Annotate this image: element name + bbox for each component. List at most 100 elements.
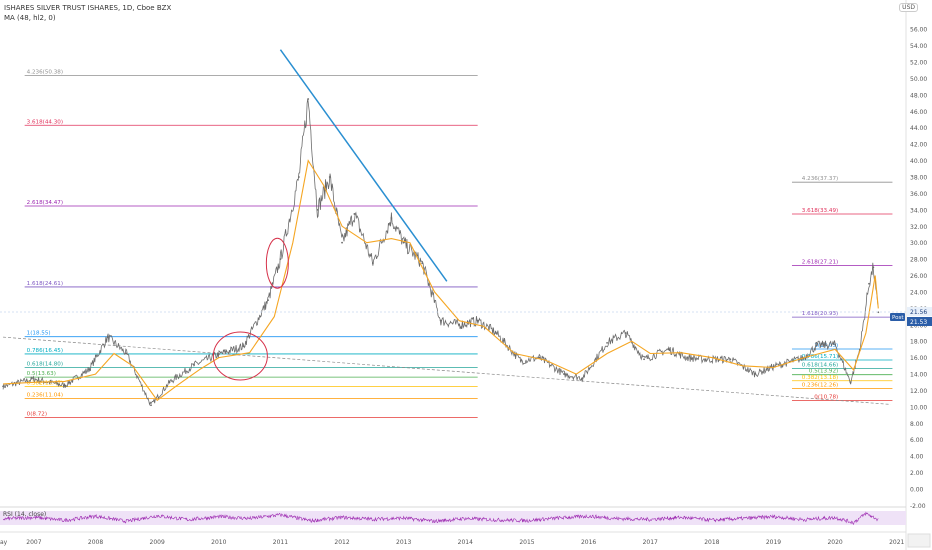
price-point — [328, 176, 331, 178]
price-point — [371, 262, 374, 265]
price-line — [2, 98, 879, 406]
price-point — [125, 352, 128, 355]
x-tick-label: 2013 — [396, 539, 411, 546]
y-tick-label: 4.00 — [910, 454, 924, 461]
y-tick-label: 34.00 — [910, 207, 927, 214]
price-point — [193, 364, 196, 366]
y-tick-label: 48.00 — [910, 92, 927, 99]
price-point — [217, 353, 220, 356]
y-tick-label: -2.00 — [910, 503, 926, 510]
x-tick-label: 2008 — [88, 539, 103, 546]
fib-level-label: 1.618(24.61) — [27, 281, 63, 287]
post-badge-label: Post — [892, 315, 904, 321]
price-point — [495, 332, 498, 334]
fib-level-label: 0.786(16.45) — [27, 348, 63, 354]
fib-level-label: 0.5(13.92) — [809, 369, 838, 375]
price-point — [538, 356, 541, 359]
fib-level-label: 1(18.55) — [27, 331, 51, 337]
y-tick-label: 42.00 — [910, 142, 927, 149]
annotation-ellipse — [212, 331, 268, 381]
price-point — [872, 266, 875, 269]
y-tick-label: 14.00 — [910, 372, 927, 379]
fib-level-label: 1.618(20.93) — [802, 311, 838, 317]
price-point — [150, 404, 152, 407]
x-tick-label: 2021 — [889, 539, 904, 546]
y-tick-label: 44.00 — [910, 125, 927, 132]
y-tick-label: 56.00 — [910, 27, 927, 34]
price-point — [439, 319, 442, 322]
fib-level-label: 3.618(33.49) — [802, 208, 838, 214]
price-point — [606, 341, 608, 344]
chart-header: ISHARES SILVER TRUST ISHARES, 1D, Cboe B… — [4, 3, 171, 23]
x-tick-label: 2017 — [643, 539, 658, 546]
support-trendline — [3, 336, 891, 405]
fib-level-label: 0.786(15.71) — [802, 354, 838, 360]
indicator-label: MA (48, hl2, 0) — [4, 14, 56, 22]
price-point — [563, 373, 565, 375]
y-tick-label: 50.00 — [910, 76, 927, 83]
y-tick-label: 36.00 — [910, 191, 927, 198]
price-point — [307, 98, 310, 100]
price-point — [168, 381, 171, 384]
fib-level-label: 0.382(12.47) — [27, 381, 63, 387]
fib-level-label: 2.618(27.21) — [802, 260, 838, 266]
y-tick-label: 28.00 — [910, 257, 927, 264]
x-tick-label: ay — [0, 539, 8, 546]
price-point — [519, 360, 522, 362]
fib-level-label: 0(8.72) — [27, 411, 47, 417]
x-tick-label: 2009 — [150, 539, 165, 546]
price-point — [2, 385, 4, 388]
fib-level-label: 0.236(11.04) — [27, 392, 63, 398]
fib-level-label: 3.618(44.30) — [27, 119, 63, 125]
fib-level-label: 0.618(14.66) — [802, 363, 838, 369]
annotation-ellipse — [265, 237, 289, 289]
rsi-line — [2, 511, 879, 525]
price-point — [643, 358, 645, 361]
price-point — [868, 282, 870, 285]
price-point — [298, 176, 300, 178]
y-tick-label: 24.00 — [910, 289, 927, 296]
price-point — [624, 332, 627, 334]
price-point — [704, 358, 707, 361]
price-point — [754, 373, 756, 375]
fib-level-label: 4.236(50.38) — [27, 69, 63, 75]
y-tick-label: 16.00 — [910, 355, 927, 362]
price-point — [458, 323, 461, 326]
post-price-label: 21.53 — [910, 319, 927, 326]
fib-level-label: 0(10.78) — [814, 394, 838, 400]
price-point — [815, 344, 818, 347]
y-tick-label: 2.00 — [910, 470, 924, 477]
x-tick-label: 2018 — [704, 539, 719, 546]
currency-button[interactable]: USD — [899, 3, 918, 12]
y-tick-label: 40.00 — [910, 158, 927, 165]
fib-level-label: 0.5(13.63) — [27, 371, 56, 377]
y-tick-label: 52.00 — [910, 60, 927, 67]
y-tick-label: 54.00 — [910, 43, 927, 50]
price-point — [32, 378, 35, 380]
x-tick-label: 2020 — [827, 539, 842, 546]
moving-average-line — [3, 159, 879, 402]
y-tick-label: 30.00 — [910, 240, 927, 247]
price-point — [729, 358, 732, 361]
y-tick-label: 32.00 — [910, 224, 927, 231]
price-point — [686, 356, 689, 359]
y-tick-label: 12.00 — [910, 388, 927, 395]
price-point — [88, 368, 91, 371]
x-tick-label: 2011 — [273, 539, 288, 546]
price-point — [476, 319, 479, 322]
price-point — [316, 208, 319, 211]
y-tick-label: 38.00 — [910, 175, 927, 182]
y-tick-label: 8.00 — [910, 421, 924, 428]
price-point — [63, 384, 66, 387]
fib-level-label: 0.236(12.26) — [802, 382, 838, 388]
fib-level-label: 0.618(14.80) — [27, 361, 63, 367]
fib-level-label: 2.618(34.47) — [27, 200, 63, 206]
price-point — [242, 345, 245, 348]
y-tick-label: 0.00 — [910, 487, 924, 494]
axis-settings-button[interactable] — [907, 533, 931, 548]
y-tick-label: 26.00 — [910, 273, 927, 280]
x-tick-label: 2015 — [519, 539, 534, 546]
price-point — [581, 377, 584, 380]
